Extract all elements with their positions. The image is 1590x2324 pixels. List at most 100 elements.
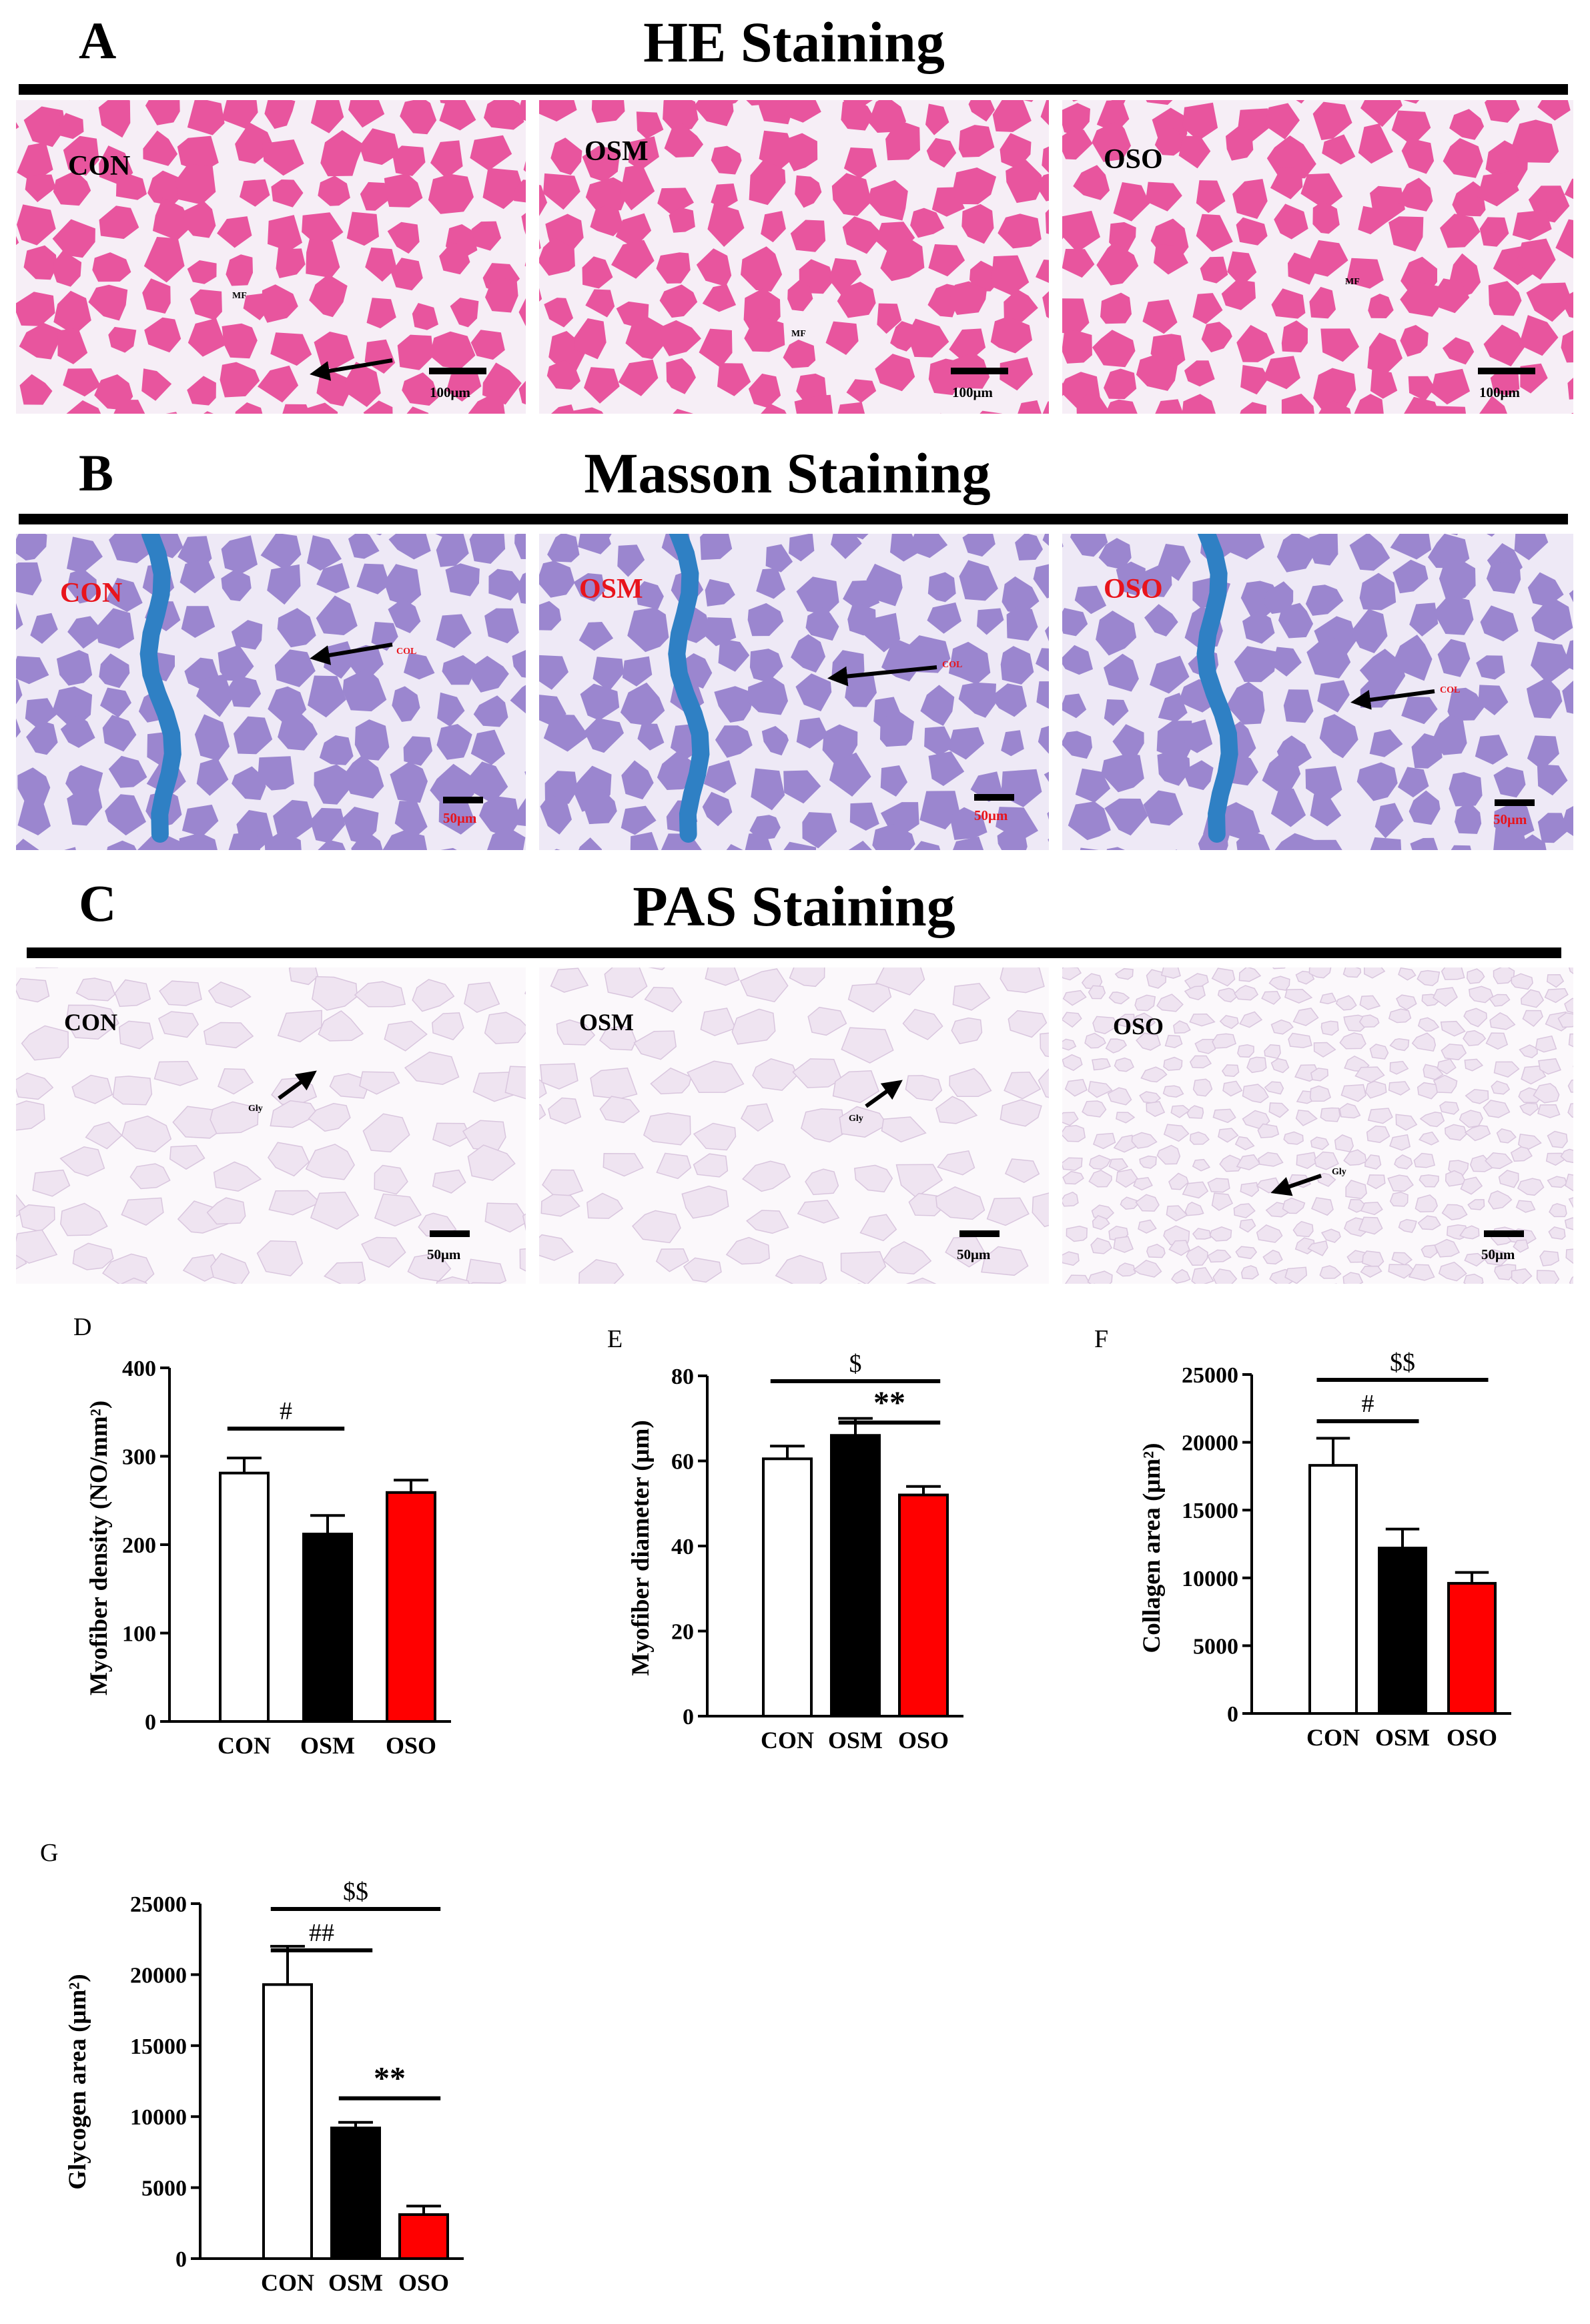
mf-annotation: MF — [791, 329, 806, 339]
y-tick-label: 0 — [145, 1710, 156, 1735]
col-annotation: COL — [396, 647, 417, 657]
glycogen-arrow — [278, 1070, 317, 1100]
gly-annotation: Gly — [849, 1114, 863, 1124]
scale-label: 50μm — [1493, 811, 1527, 827]
scale-label: 50μm — [1481, 1246, 1515, 1262]
y-axis-label: Myofiber diameter (μm) — [627, 1420, 655, 1675]
x-tick-label: CON — [761, 1727, 814, 1754]
section-letter-c: C — [79, 874, 117, 932]
y-tick-label: 60 — [671, 1450, 694, 1475]
scale-label: 50μm — [443, 810, 477, 826]
x-tick-label: OSO — [386, 1732, 436, 1759]
y-tick-label: 15000 — [1182, 1499, 1238, 1523]
section-title-pas: PAS Staining — [633, 874, 955, 938]
x-tick-label: OSM — [300, 1732, 355, 1759]
x-tick-label: OSM — [828, 1727, 883, 1754]
pas-image-con — [16, 967, 526, 1284]
scale-label: 100μm — [430, 384, 470, 400]
gly-annotation: Gly — [248, 1104, 263, 1114]
y-tick-label: 0 — [175, 2247, 187, 2272]
scale-bar — [974, 794, 1014, 801]
scale-bar — [1478, 368, 1535, 374]
scale-bar — [430, 1230, 470, 1237]
pas-label-con: CON — [64, 1009, 117, 1036]
y-axis-label: Myofiber density (NO/mm²) — [85, 1401, 113, 1695]
significance-marker: ** — [374, 2061, 406, 2096]
collagen-arrows — [310, 358, 1435, 710]
collagen-arrow — [827, 665, 937, 687]
chart-letter-d: D — [73, 1313, 92, 1341]
scale-label: 100μm — [952, 384, 993, 400]
y-tick-label: 20 — [671, 1620, 694, 1645]
scale-bar — [443, 797, 483, 803]
collagen-arrow — [310, 643, 393, 665]
pas-label-oso: OSO — [1113, 1013, 1164, 1040]
collagen-arrow — [1350, 689, 1435, 710]
masson-label-oso: OSO — [1104, 574, 1163, 605]
masson-tissue — [539, 534, 1049, 850]
he-image-con — [16, 100, 526, 414]
he-label-oso: OSO — [1104, 144, 1163, 175]
bar-con — [762, 1457, 813, 1717]
y-tick-label: 300 — [122, 1445, 156, 1470]
mf-annotation: MF — [232, 291, 247, 301]
glycogen-arrows — [278, 1070, 1322, 1196]
he-tissue — [1062, 100, 1573, 414]
section-divider — [19, 514, 1568, 524]
bar-con — [219, 1471, 270, 1723]
bar-oso — [898, 1493, 949, 1717]
scale-label: 50μm — [957, 1246, 991, 1262]
x-tick-label: CON — [218, 1732, 271, 1759]
y-tick-label: 0 — [683, 1705, 694, 1729]
y-axis-label: Collagen area (μm²) — [1138, 1443, 1166, 1653]
y-tick-label: 40 — [671, 1535, 694, 1559]
y-tick-label: 400 — [122, 1357, 156, 1381]
bar-oso — [398, 2213, 449, 2260]
significance-marker: $$ — [1390, 1348, 1415, 1377]
mf-annotation: MF — [1345, 277, 1360, 287]
section-divider — [19, 84, 1568, 95]
significance-marker: ** — [873, 1385, 905, 1421]
masson-label-osm: OSM — [579, 574, 643, 605]
significance-marker: ## — [309, 1919, 334, 1947]
masson-image-oso — [1062, 534, 1573, 850]
x-tick-label: CON — [1306, 1724, 1360, 1751]
scale-bar — [429, 368, 486, 374]
masson-tissue — [16, 534, 526, 850]
chart-letter-e: E — [607, 1325, 623, 1353]
y-tick-label: 80 — [671, 1365, 694, 1389]
he-image-oso — [1062, 100, 1573, 414]
x-tick-label: OSO — [1447, 1724, 1497, 1751]
significance-marker: $ — [849, 1350, 862, 1378]
y-tick-label: 25000 — [1182, 1363, 1238, 1388]
he-image-osm — [539, 100, 1049, 414]
bar-oso — [1447, 1581, 1497, 1715]
y-tick-label: 15000 — [130, 2034, 187, 2059]
he-label-osm: OSM — [584, 136, 649, 167]
gly-annotation: Gly — [1332, 1167, 1346, 1177]
section-letter-a: A — [79, 11, 117, 69]
pas-tissue — [16, 967, 526, 1284]
pas-label-osm: OSM — [579, 1009, 635, 1036]
x-tick-label: OSO — [898, 1727, 949, 1754]
y-tick-label: 5000 — [1193, 1634, 1238, 1659]
section-title-he: HE Staining — [643, 10, 945, 74]
scale-label: 100μm — [1479, 384, 1520, 400]
section-title-masson: Masson Staining — [584, 441, 991, 505]
scale-label: 50μm — [974, 807, 1008, 823]
section-divider — [27, 947, 1561, 958]
x-tick-label: OSM — [1375, 1724, 1430, 1751]
y-tick-label: 20000 — [1182, 1431, 1238, 1456]
bar-osm — [1378, 1547, 1427, 1715]
y-tick-label: 10000 — [1182, 1567, 1238, 1591]
x-tick-label: OSO — [398, 2269, 449, 2296]
y-tick-label: 200 — [122, 1533, 156, 1558]
bar-oso — [386, 1491, 436, 1723]
y-axis-label: Glycogen area (μm²) — [64, 1974, 91, 2189]
scale-bar — [959, 1230, 1000, 1237]
x-tick-label: OSM — [328, 2269, 383, 2296]
bar-osm — [330, 2126, 381, 2261]
bar-con — [1308, 1464, 1358, 1715]
